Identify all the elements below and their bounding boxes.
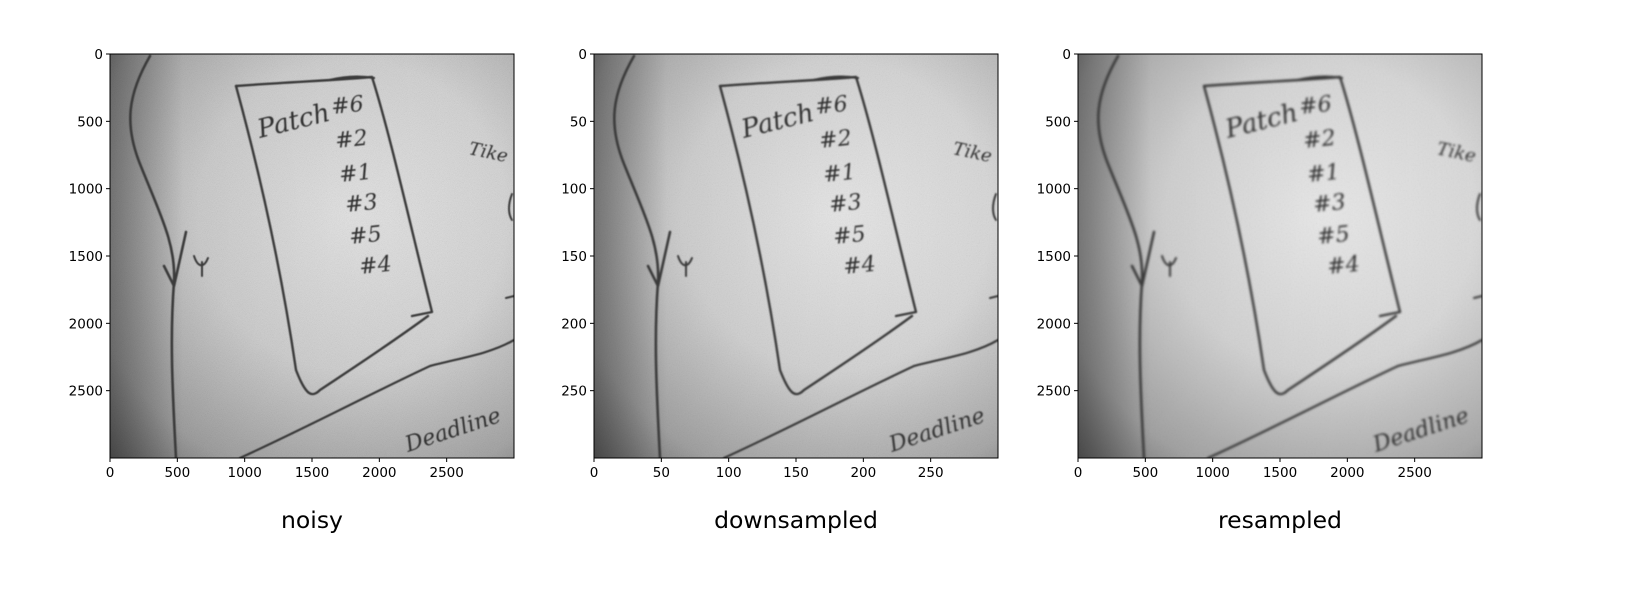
y-tick-label: 250 xyxy=(561,384,587,400)
whiteboard-image: Patch#6#2#1#3#5#4TikeVyDeadline xyxy=(594,54,998,458)
whiteboard-image: Patch#6#2#1#3#5#4TikeVyDeadline xyxy=(110,54,514,458)
image-panel-downsampled: Patch#6#2#1#3#5#4TikeVyDeadline050100150… xyxy=(484,0,1004,595)
svg-text:#3: #3 xyxy=(1312,190,1347,218)
svg-text:#6: #6 xyxy=(814,92,849,120)
svg-text:#2: #2 xyxy=(818,126,853,154)
panel-title: noisy xyxy=(281,506,343,534)
y-tick-label: 150 xyxy=(561,249,587,265)
x-tick-label: 2000 xyxy=(362,465,396,481)
svg-text:#3: #3 xyxy=(828,190,863,218)
svg-text:#4: #4 xyxy=(1326,252,1361,280)
svg-text:#3: #3 xyxy=(344,190,379,218)
svg-text:#4: #4 xyxy=(842,252,877,280)
x-tick-label: 0 xyxy=(106,465,115,481)
y-tick-label: 1000 xyxy=(1037,182,1071,198)
y-tick-label: 50 xyxy=(570,114,587,130)
y-tick-label: 0 xyxy=(1062,47,1071,63)
whiteboard-image: Patch#6#2#1#3#5#4TikeVyDeadline xyxy=(1078,54,1482,458)
panel-title: downsampled xyxy=(714,506,878,534)
panel-title: resampled xyxy=(1218,506,1342,534)
svg-text:#5: #5 xyxy=(832,222,867,250)
y-tick-label: 2500 xyxy=(1037,384,1071,400)
y-tick-label: 200 xyxy=(561,316,587,332)
x-tick-label: 1000 xyxy=(227,465,261,481)
svg-text:#1: #1 xyxy=(338,160,373,188)
x-tick-label: 500 xyxy=(164,465,190,481)
x-tick-label: 0 xyxy=(590,465,599,481)
x-tick-label: 2500 xyxy=(429,465,463,481)
x-tick-label: 0 xyxy=(1074,465,1083,481)
x-tick-label: 100 xyxy=(716,465,742,481)
x-tick-label: 2000 xyxy=(1330,465,1364,481)
svg-text:#1: #1 xyxy=(822,160,857,188)
y-tick-label: 2500 xyxy=(69,384,103,400)
y-tick-label: 1500 xyxy=(1037,249,1071,265)
y-tick-label: 1500 xyxy=(69,249,103,265)
panel-axes: Patch#6#2#1#3#5#4TikeVyDeadline050010001… xyxy=(69,47,515,481)
x-tick-label: 50 xyxy=(653,465,670,481)
svg-text:#6: #6 xyxy=(1298,92,1333,120)
svg-text:#1: #1 xyxy=(1306,160,1341,188)
svg-text:#5: #5 xyxy=(348,222,383,250)
y-tick-label: 500 xyxy=(77,114,103,130)
y-tick-label: 2000 xyxy=(1037,316,1071,332)
panel-axes: Patch#6#2#1#3#5#4TikeVyDeadline050100150… xyxy=(561,47,999,481)
x-tick-label: 500 xyxy=(1132,465,1158,481)
svg-text:#4: #4 xyxy=(358,252,393,280)
y-tick-label: 100 xyxy=(561,182,587,198)
x-tick-label: 1500 xyxy=(295,465,329,481)
x-tick-label: 1500 xyxy=(1263,465,1297,481)
x-tick-label: 150 xyxy=(783,465,809,481)
image-panel-noisy: Patch#6#2#1#3#5#4TikeVyDeadline050010001… xyxy=(0,0,520,595)
svg-text:#6: #6 xyxy=(330,92,365,120)
y-tick-label: 0 xyxy=(94,47,103,63)
x-tick-label: 250 xyxy=(918,465,944,481)
y-tick-label: 0 xyxy=(578,47,587,63)
svg-text:#5: #5 xyxy=(1316,222,1351,250)
svg-text:#2: #2 xyxy=(334,126,369,154)
y-tick-label: 2000 xyxy=(69,316,103,332)
panel-axes: Patch#6#2#1#3#5#4TikeVyDeadline050010001… xyxy=(1037,47,1483,481)
image-panel-resampled: Patch#6#2#1#3#5#4TikeVyDeadline050010001… xyxy=(968,0,1488,595)
y-tick-label: 500 xyxy=(1045,114,1071,130)
x-tick-label: 200 xyxy=(850,465,876,481)
x-tick-label: 1000 xyxy=(1195,465,1229,481)
svg-text:#2: #2 xyxy=(1302,126,1337,154)
x-tick-label: 2500 xyxy=(1397,465,1431,481)
y-tick-label: 1000 xyxy=(69,182,103,198)
